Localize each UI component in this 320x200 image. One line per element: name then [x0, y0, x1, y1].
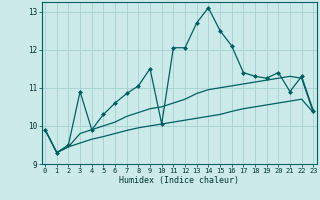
X-axis label: Humidex (Indice chaleur): Humidex (Indice chaleur) [119, 176, 239, 185]
